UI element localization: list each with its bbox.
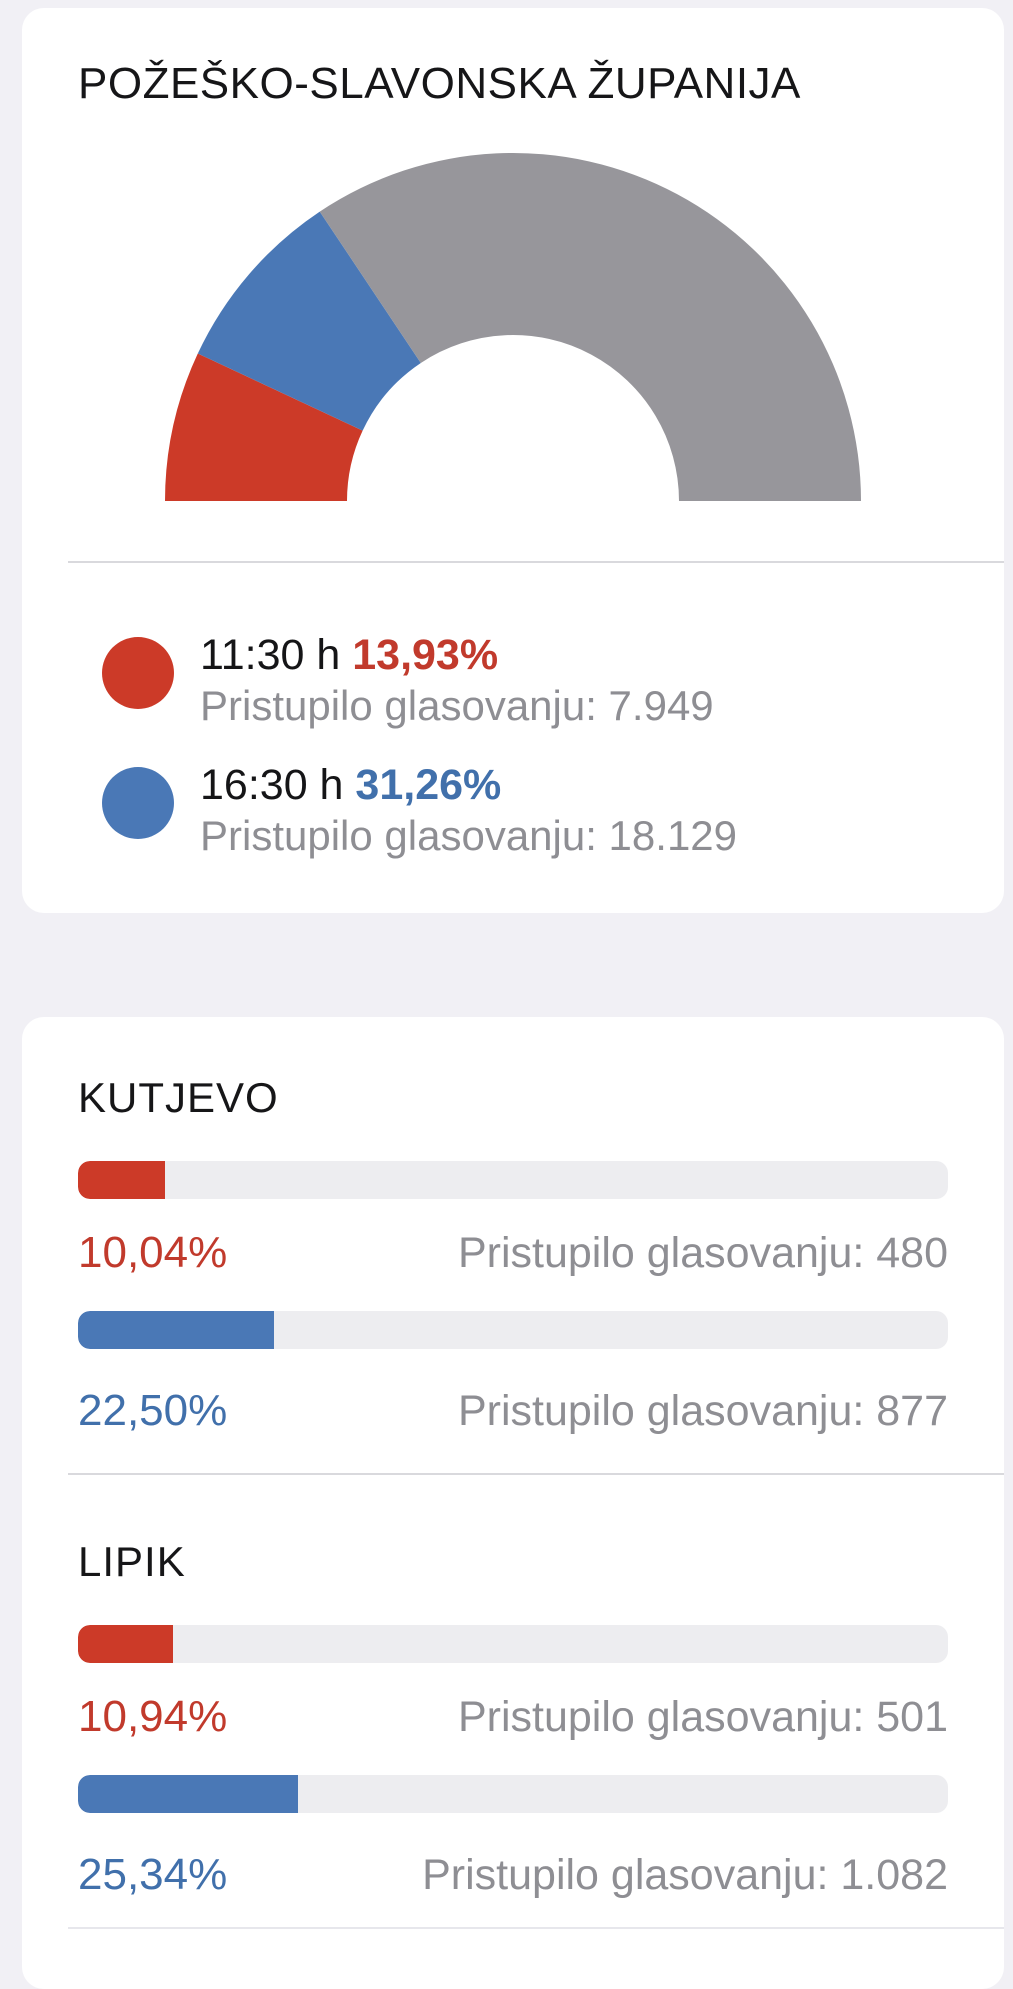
legend-time-percent: 16:30 h 31,26%	[200, 759, 737, 811]
card-divider	[68, 561, 1004, 563]
gauge-legend: 11:30 h 13,93% Pristupilo glasovanju: 7.…	[22, 629, 1004, 861]
county-card: POŽEŠKO-SLAVONSKA ŽUPANIJA 11:30 h 13,93…	[22, 8, 1004, 913]
turnout-percent: 25,34%	[78, 1850, 228, 1899]
turnout-bar-fill-red	[78, 1625, 174, 1663]
turnout-detail: Pristupilo glasovanju: 877	[457, 1387, 948, 1435]
turnout-bar-track	[78, 1775, 948, 1813]
city-section-kutjevo: KUTJEVO 10,04% Pristupilo glasovanju: 48…	[22, 1073, 1004, 1437]
turnout-bar-fill-blue	[78, 1311, 274, 1349]
gauge-svg	[165, 153, 862, 501]
turnout-bar-track	[78, 1625, 948, 1663]
turnout-bar-track	[78, 1311, 948, 1349]
turnout-bar-fill-blue	[78, 1775, 299, 1813]
turnout-detail: Pristupilo glasovanju: 1.082	[422, 1851, 948, 1899]
city-name: KUTJEVO	[78, 1074, 279, 1121]
legend-percent: 31,26%	[355, 761, 502, 809]
turnout-row-1130: 10,04% Pristupilo glasovanju: 480	[78, 1161, 948, 1279]
legend-detail: Pristupilo glasovanju: 7.949	[200, 682, 714, 729]
county-title: POŽEŠKO-SLAVONSKA ŽUPANIJA	[78, 59, 801, 108]
city-section-lipik: LIPIK 10,94% Pristupilo glasovanju: 501 …	[22, 1537, 1004, 1901]
turnout-row-1630: 22,50% Pristupilo glasovanju: 877	[78, 1311, 948, 1437]
turnout-detail: Pristupilo glasovanju: 480	[457, 1229, 948, 1277]
cities-card: KUTJEVO 10,04% Pristupilo glasovanju: 48…	[22, 1017, 1004, 1989]
turnout-gauge-chart	[163, 151, 863, 502]
legend-detail: Pristupilo glasovanju: 18.129	[200, 812, 738, 859]
section-divider	[68, 1473, 1004, 1475]
legend-item-1630: 16:30 h 31,26% Pristupilo glasovanju: 18…	[102, 759, 948, 861]
legend-percent: 13,93%	[352, 631, 499, 679]
turnout-percent: 10,94%	[78, 1692, 228, 1741]
turnout-bar-track	[78, 1161, 948, 1199]
turnout-percent: 22,50%	[78, 1386, 228, 1435]
turnout-row-1630: 25,34% Pristupilo glasovanju: 1.082	[78, 1775, 948, 1901]
next-section-divider	[68, 1927, 1004, 1929]
legend-time: 16:30 h	[200, 761, 344, 809]
turnout-bar-fill-red	[78, 1161, 166, 1199]
legend-time-percent: 11:30 h 13,93%	[200, 629, 714, 681]
legend-item-1130: 11:30 h 13,93% Pristupilo glasovanju: 7.…	[102, 629, 948, 731]
turnout-detail: Pristupilo glasovanju: 501	[457, 1693, 948, 1741]
city-name: LIPIK	[78, 1538, 186, 1585]
legend-dot-blue	[102, 767, 174, 839]
turnout-percent: 10,04%	[78, 1228, 228, 1277]
legend-time: 11:30 h	[200, 631, 341, 679]
legend-dot-red	[102, 637, 174, 709]
turnout-row-1130: 10,94% Pristupilo glasovanju: 501	[78, 1625, 948, 1743]
results-page: POŽEŠKO-SLAVONSKA ŽUPANIJA 11:30 h 13,93…	[0, 8, 1013, 1989]
